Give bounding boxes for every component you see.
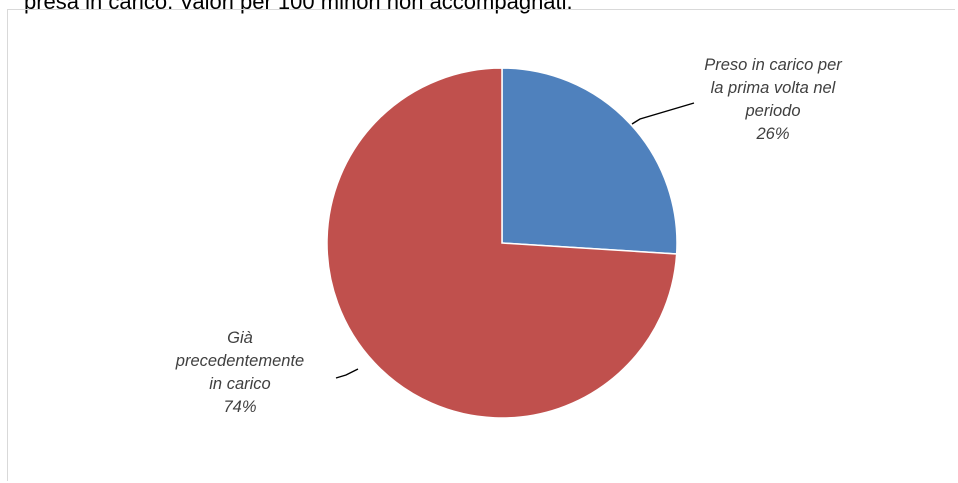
slice-labels: Preso in carico per la prima volta nel per… xyxy=(175,56,844,416)
slice-label-line: precedentemente xyxy=(175,352,304,370)
pie-slice-1 xyxy=(501,67,678,255)
pie-slices xyxy=(326,67,678,419)
leader-line-1 xyxy=(631,102,695,125)
slice-value-label: 26% xyxy=(755,125,789,143)
chart-frame xyxy=(7,9,955,481)
slice-label-2: Già precedentemente in carico 74% xyxy=(175,329,304,416)
pie-slice-2 xyxy=(326,67,678,419)
slice-label-line: Già xyxy=(227,329,253,347)
slice-label-line: la prima volta nel xyxy=(711,79,837,97)
slice-label-line: periodo xyxy=(744,102,800,120)
slice-label-line: in carico xyxy=(209,375,270,393)
chart-caption: presa in carico. Valori per 100 minori n… xyxy=(24,0,573,14)
leader-line-2 xyxy=(335,368,359,379)
slice-label-line: Preso in carico per xyxy=(704,56,843,74)
leader-lines xyxy=(335,102,695,379)
slice-label-1: Preso in carico per la prima volta nel per… xyxy=(704,56,843,143)
slice-value-label: 74% xyxy=(223,398,256,416)
